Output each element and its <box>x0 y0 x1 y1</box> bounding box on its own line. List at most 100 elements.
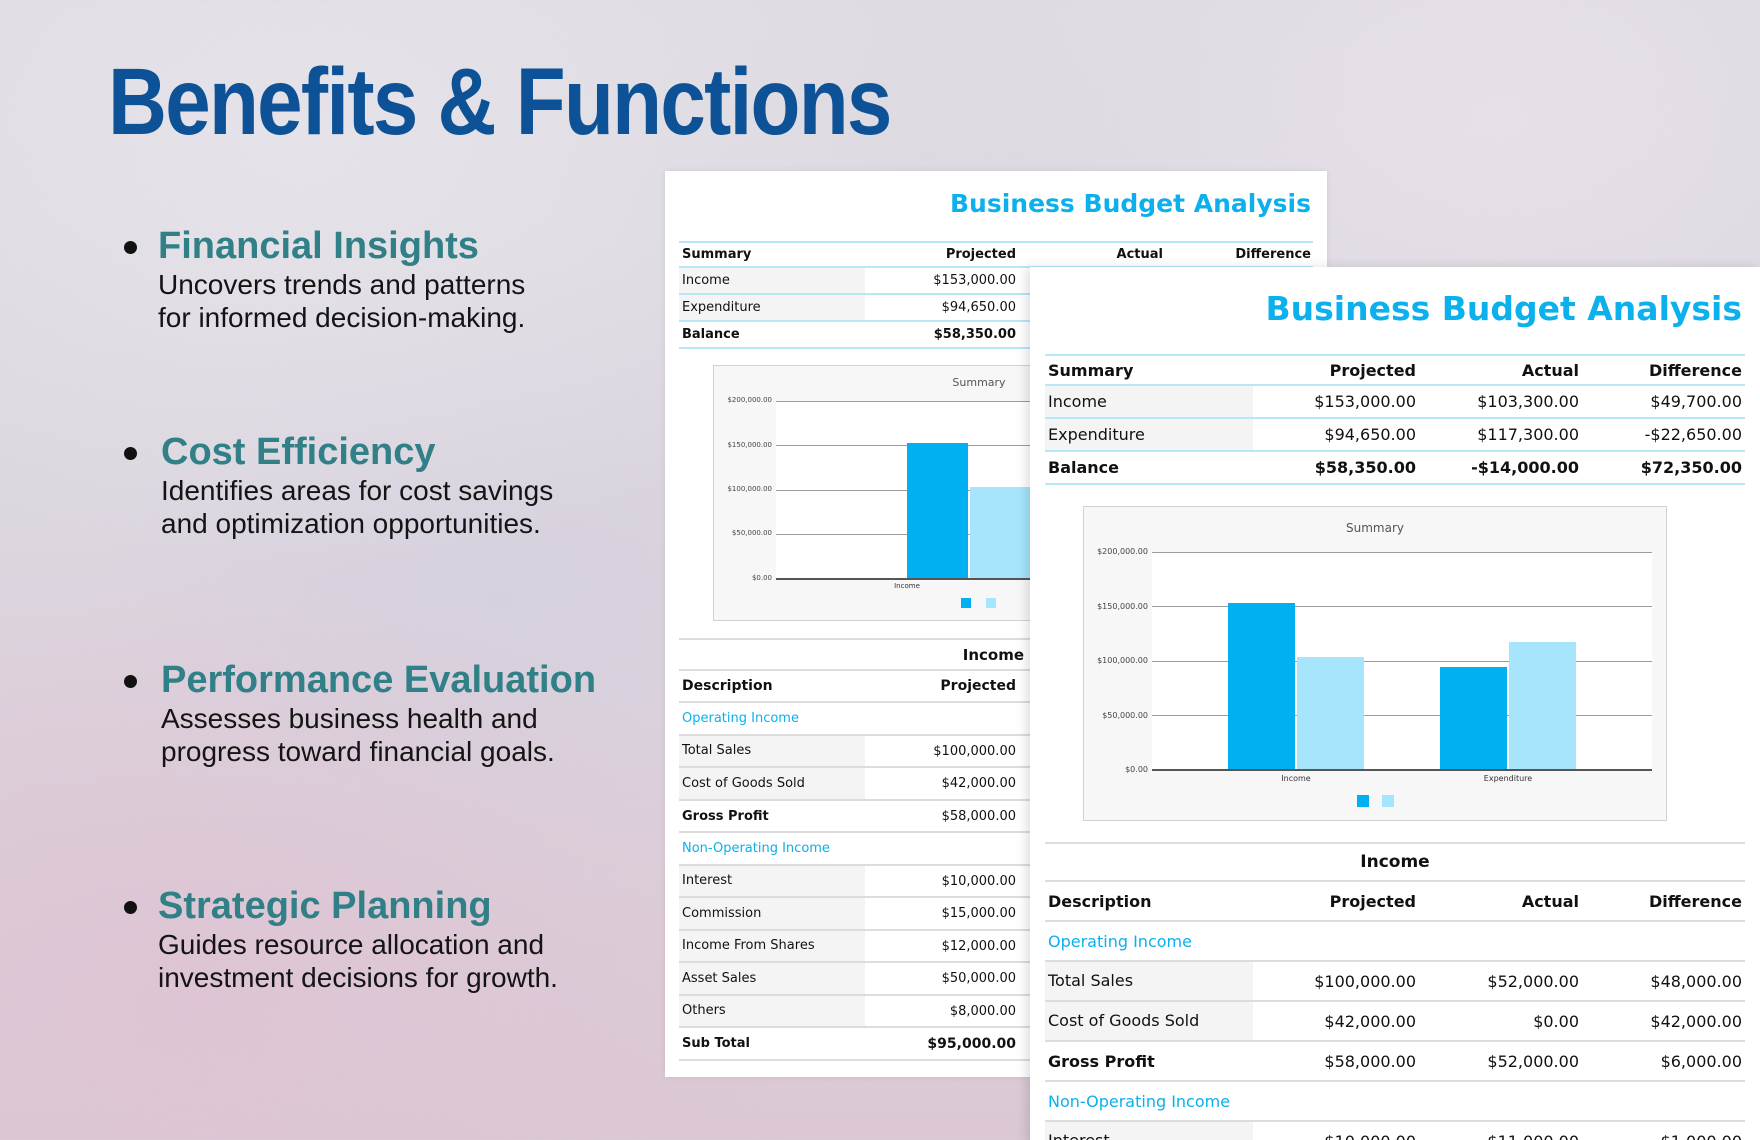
table-row: Cost of Goods Sold $42,000.00 $0.00 $42,… <box>1045 1002 1745 1042</box>
table-row: Income $153,000.00 <box>679 268 1313 295</box>
table-row: Interest $10,000.00 $11,000.00 $1,000.00 <box>1045 1122 1745 1140</box>
y-tick: $200,000.00 <box>727 396 772 404</box>
row-label: Cost of Goods Sold <box>1045 1002 1253 1040</box>
actual-value: $117,300.00 <box>1477 425 1579 444</box>
y-tick: $100,000.00 <box>727 485 772 493</box>
projected-value: $94,650.00 <box>941 300 1016 315</box>
table-row: Gross Profit $58,000.00 $52,000.00 $6,00… <box>1045 1042 1745 1082</box>
bar-income-actual <box>970 487 1031 579</box>
gridline <box>1152 715 1652 716</box>
actual-value: $52,000.00 <box>1487 971 1579 991</box>
benefit-desc-line: Assesses business health and <box>161 703 538 734</box>
table-row: Balance $58,350.00 <box>679 322 1313 349</box>
document-title: Business Budget Analysis <box>950 189 1311 218</box>
income-header-row: Description Projected Actual Difference <box>1045 882 1745 922</box>
income-table: Income Description Projected Operating I… <box>679 638 1313 1061</box>
table-row: Income From Shares $12,000.00 <box>679 931 1313 963</box>
section-label: Operating Income <box>682 711 799 726</box>
y-tick: $50,000.00 <box>731 529 772 537</box>
projected-value: $58,000.00 <box>1324 1051 1416 1071</box>
y-tick: $100,000.00 <box>1097 656 1148 665</box>
bar-income-projected <box>1228 603 1295 770</box>
actual-value: $52,000.00 <box>1487 1051 1579 1071</box>
row-label: Cost of Goods Sold <box>679 768 865 799</box>
difference-value: $72,350.00 <box>1640 458 1742 477</box>
projected-value: $15,000.00 <box>941 906 1016 921</box>
header-difference: Difference <box>1648 891 1742 911</box>
header-projected: Projected <box>940 678 1016 694</box>
bar-expenditure-projected <box>1440 667 1507 770</box>
difference-value: $42,000.00 <box>1650 1011 1742 1031</box>
projected-value: $95,000.00 <box>927 1035 1016 1052</box>
section-label: Operating Income <box>1048 931 1192 951</box>
axis-baseline <box>776 578 1256 580</box>
summary-header-row: Summary Projected Actual Difference <box>679 241 1313 268</box>
table-row: Cost of Goods Sold $42,000.00 <box>679 768 1313 801</box>
y-tick: $0.00 <box>751 574 772 582</box>
total-row: Sub Total $95,000.00 <box>679 1028 1313 1061</box>
row-label: Income <box>1045 386 1253 417</box>
gridline <box>1152 552 1652 553</box>
summary-table: Summary Projected Actual Difference Inco… <box>1045 354 1745 485</box>
summary-header-row: Summary Projected Actual Difference <box>1045 354 1745 386</box>
income-header-row: Description Projected <box>679 671 1313 703</box>
header-actual: Actual <box>1521 360 1579 380</box>
difference-value: $49,700.00 <box>1650 392 1742 411</box>
benefit-heading: Financial Insights <box>158 225 479 267</box>
projected-value: $10,000.00 <box>1253 1132 1416 1140</box>
plot-area <box>1152 552 1652 771</box>
summary-chart: Summary $200,000.00 $150,000.00 $100,000… <box>1083 506 1667 821</box>
income-table: Income Description Projected Actual Diff… <box>1045 842 1745 1140</box>
chart-title: Summary <box>952 376 1006 389</box>
table-row: Balance $58,350.00 -$14,000.00 $72,350.0… <box>1045 452 1745 485</box>
income-section-title: Income <box>1360 852 1430 872</box>
benefit-desc-line: and optimization opportunities. <box>161 508 541 539</box>
projected-value: $8,000.00 <box>949 1003 1016 1019</box>
row-label: Sub Total <box>682 1036 750 1051</box>
legend-actual-swatch <box>1382 795 1394 807</box>
row-label: Interest <box>1045 1122 1253 1140</box>
row-label: Commission <box>679 898 865 929</box>
difference-value: -$22,650.00 <box>1644 425 1742 444</box>
projected-value: $100,000.00 <box>1314 971 1416 991</box>
row-label: Gross Profit <box>682 808 769 824</box>
bar-income-actual <box>1297 657 1364 770</box>
income-title-row: Income <box>679 638 1313 671</box>
gridline <box>776 445 1256 446</box>
projected-value: $42,000.00 <box>941 776 1016 791</box>
table-row: Expenditure $94,650.00 <box>679 295 1313 322</box>
header-description: Description <box>682 678 773 694</box>
bullet-icon <box>124 241 137 254</box>
benefit-desc-line: investment decisions for growth. <box>158 962 558 993</box>
row-label: Total Sales <box>679 736 865 766</box>
projected-value: $153,000.00 <box>933 273 1016 288</box>
row-label: Income From Shares <box>679 931 865 961</box>
row-label: Expenditure <box>679 295 865 320</box>
benefit-heading: Performance Evaluation <box>161 659 597 701</box>
table-row: Total Sales $100,000.00 $52,000.00 $48,0… <box>1045 962 1745 1002</box>
header-actual: Actual <box>1521 891 1579 911</box>
difference-value: $6,000.00 <box>1660 1051 1742 1071</box>
row-label: Total Sales <box>1045 962 1253 1000</box>
table-row: Income $153,000.00 $103,300.00 $49,700.0… <box>1045 386 1745 419</box>
bar-expenditure-actual <box>1509 642 1576 770</box>
difference-value: $48,000.00 <box>1650 971 1742 991</box>
y-tick: $150,000.00 <box>1097 602 1148 611</box>
bar-income-projected <box>907 443 968 579</box>
benefit-heading: Cost Efficiency <box>161 431 436 473</box>
document-title: Business Budget Analysis <box>1265 289 1742 328</box>
row-label: Balance <box>682 327 740 342</box>
section-row: Non-Operating Income <box>1045 1082 1745 1122</box>
row-label: Interest <box>679 866 865 896</box>
row-label: Gross Profit <box>1048 1051 1155 1071</box>
section-row: Operating Income <box>679 703 1313 736</box>
y-tick: $0.00 <box>1125 765 1148 774</box>
projected-value: $58,000.00 <box>941 808 1016 824</box>
difference-value: $1,000.00 <box>1579 1132 1742 1140</box>
table-row: Commission $15,000.00 <box>679 898 1313 931</box>
projected-value: $153,000.00 <box>1314 392 1416 411</box>
bullet-icon <box>124 675 137 688</box>
projected-value: $12,000.00 <box>941 938 1016 954</box>
benefit-desc-line: progress toward financial goals. <box>161 736 555 767</box>
projected-value: $10,000.00 <box>941 873 1016 889</box>
